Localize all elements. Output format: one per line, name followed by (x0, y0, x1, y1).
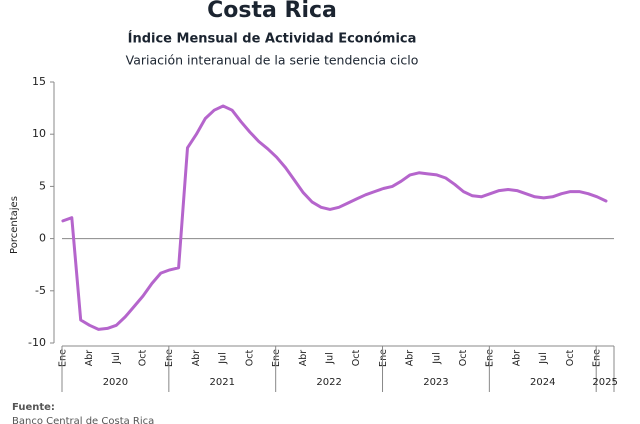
x-tick-label: Jul (538, 352, 549, 364)
chart-title: Costa Rica (207, 0, 337, 23)
x-tick-label: Jul (324, 352, 335, 364)
x-tick-label: Oct (565, 350, 576, 367)
x-tick-label: Abr (405, 350, 416, 367)
x-tick-label: Abr (298, 350, 309, 367)
y-tick-label: 5 (39, 179, 46, 192)
source-label: Fuente: (12, 402, 55, 413)
y-tick-label: 10 (32, 127, 46, 140)
year-label: 2021 (210, 377, 235, 388)
year-label: 2025 (592, 377, 617, 388)
year-label: 2022 (316, 377, 341, 388)
series-line (61, 104, 608, 331)
x-tick-label: Ene (271, 349, 282, 367)
x-tick-label: Oct (351, 350, 362, 367)
y-tick-label: -10 (28, 336, 46, 349)
x-tick-label: Abr (191, 350, 202, 367)
y-tick-label: 15 (32, 75, 46, 88)
y-tick-label: 0 (39, 232, 46, 245)
x-tick-label: Jul (111, 352, 122, 364)
x-tick-label: Oct (138, 350, 149, 367)
x-tick-label: Jul (431, 352, 442, 364)
chart-subtitle: Índice Mensual de Actividad Económica (128, 31, 417, 47)
year-label: 2020 (103, 377, 128, 388)
x-tick-label: Jul (218, 352, 229, 364)
x-tick-label: Ene (378, 349, 389, 367)
y-axis-label: Porcentajes (9, 196, 20, 254)
chart-description: Variación interanual de la serie tendenc… (126, 53, 419, 68)
y-tick-label: -5 (35, 284, 46, 297)
year-label: 2024 (530, 377, 555, 388)
source: Banco Central de Costa Rica (12, 416, 154, 424)
x-tick-label: Oct (244, 350, 255, 367)
x-tick-label: Abr (84, 350, 95, 367)
x-tick-label: Oct (458, 350, 469, 367)
x-tick-label: Abr (511, 350, 522, 367)
year-label: 2023 (423, 377, 448, 388)
x-tick-label: Ene (57, 349, 68, 367)
x-tick-label: Ene (485, 349, 496, 367)
x-tick-label: Ene (592, 349, 603, 367)
x-tick-label: Ene (164, 349, 175, 367)
